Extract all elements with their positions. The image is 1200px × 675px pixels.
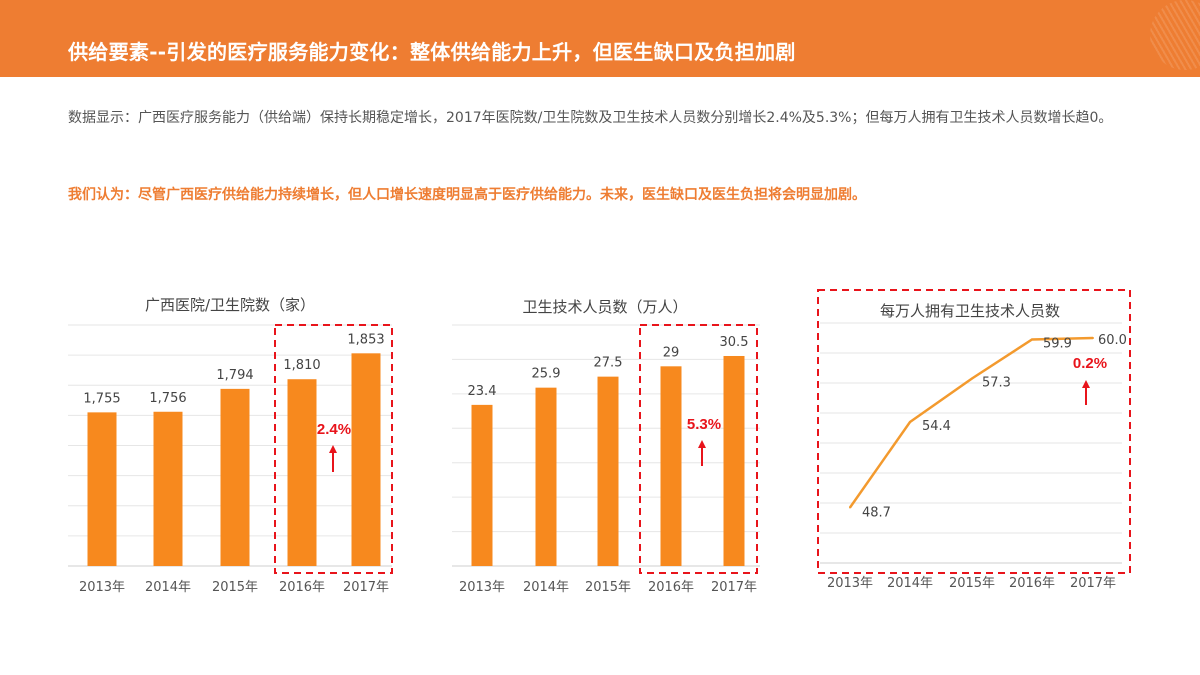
- x-tick-label: 2017年: [343, 580, 389, 595]
- x-tick-label: 2013年: [827, 576, 873, 591]
- x-tick-label: 2015年: [949, 576, 995, 591]
- x-tick-label: 2013年: [79, 580, 125, 595]
- bar: [351, 353, 381, 566]
- bar: [153, 411, 183, 566]
- header-bar: 供给要素--引发的医疗服务能力变化：整体供给能力上升，但医生缺口及负担加剧: [0, 0, 1200, 77]
- highlight-box: [639, 324, 758, 574]
- up-arrow-head-icon: [1082, 380, 1090, 388]
- data-label: 29: [663, 345, 680, 360]
- bar: [597, 376, 619, 566]
- data-label: 57.3: [982, 376, 1011, 391]
- data-label: 27.5: [594, 356, 623, 371]
- up-arrow-head-icon: [329, 445, 337, 453]
- data-label: 1,853: [347, 332, 384, 347]
- data-label: 30.5: [720, 335, 749, 350]
- data-label: 25.9: [532, 367, 561, 382]
- x-tick-label: 2017年: [1070, 576, 1116, 591]
- data-point: [909, 421, 911, 423]
- x-tick-label: 2017年: [711, 580, 757, 595]
- data-point: [849, 506, 851, 509]
- bar: [287, 379, 317, 566]
- data-label: 1,810: [283, 358, 320, 373]
- data-point: [971, 377, 973, 380]
- data-label: 48.7: [862, 506, 891, 521]
- x-tick-label: 2016年: [648, 580, 694, 595]
- data-label: 1,794: [216, 368, 253, 383]
- page-title: 供给要素--引发的医疗服务能力变化：整体供给能力上升，但医生缺口及负担加剧: [68, 40, 796, 64]
- growth-label: 0.2%: [1073, 355, 1107, 372]
- highlight-box: [817, 289, 1131, 574]
- x-tick-label: 2015年: [585, 580, 631, 595]
- bar: [87, 412, 117, 566]
- data-label: 60.0: [1098, 333, 1127, 348]
- growth-label: 2.4%: [317, 421, 351, 438]
- opinion-text: 我们认为：尽管广西医疗供给能力持续增长，但人口增长速度明显高于医疗供给能力。未来…: [68, 187, 866, 203]
- series-line: [848, 336, 1094, 509]
- x-tick-label: 2016年: [1009, 576, 1055, 591]
- data-label: 23.4: [468, 384, 497, 399]
- x-tick-label: 2014年: [523, 580, 569, 595]
- x-tick-label: 2015年: [212, 580, 258, 595]
- x-tick-label: 2016年: [279, 580, 325, 595]
- chart-title: 广西医院/卫生院数（家）: [145, 296, 315, 314]
- bar: [723, 355, 745, 566]
- highlight-box: [274, 324, 393, 574]
- chart-title: 每万人拥有卫生技术人员数: [880, 302, 1060, 320]
- data-label: 1,756: [149, 391, 186, 406]
- data-label: 54.4: [922, 419, 951, 434]
- data-point: [1092, 337, 1094, 339]
- data-label: 59.9: [1043, 337, 1072, 352]
- bar: [660, 366, 682, 566]
- chart-title: 卫生技术人员数（万人）: [522, 298, 687, 316]
- growth-label: 5.3%: [687, 416, 721, 433]
- x-tick-label: 2014年: [887, 576, 933, 591]
- x-tick-label: 2014年: [145, 580, 191, 595]
- data-label: 1,755: [83, 391, 120, 406]
- bar: [535, 387, 557, 566]
- data-point: [1031, 338, 1033, 341]
- description-text: 数据显示：广西医疗服务能力（供给端）保持长期稳定增长，2017年医院数/卫生院数…: [68, 110, 1113, 126]
- x-tick-label: 2013年: [459, 580, 505, 595]
- bar: [471, 404, 493, 566]
- up-arrow-head-icon: [698, 440, 706, 448]
- bar: [220, 388, 250, 566]
- globe-decoration-icon: [1150, 0, 1200, 70]
